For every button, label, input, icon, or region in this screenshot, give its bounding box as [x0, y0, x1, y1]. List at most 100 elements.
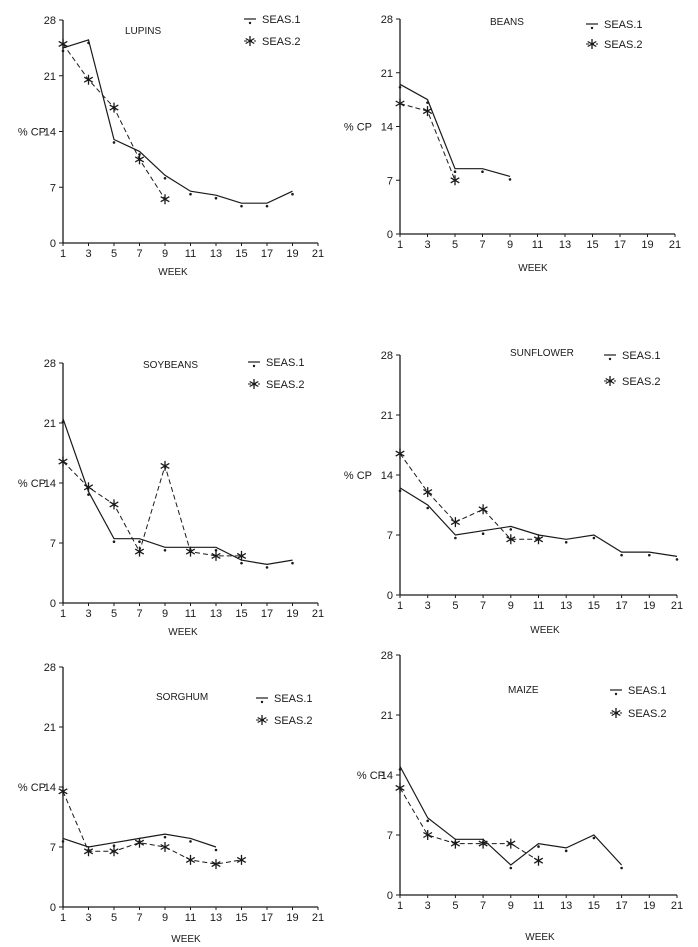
data-point-seas2: [58, 456, 68, 467]
data-point-seas2: [211, 859, 221, 870]
x-tick-label: 13: [559, 239, 571, 251]
x-tick-label: 15: [588, 600, 600, 612]
data-point-seas1: [592, 536, 596, 540]
data-point-seas2: [185, 546, 196, 557]
y-tick-label: 0: [50, 902, 56, 914]
x-tick-label: 7: [136, 912, 142, 924]
x-axis-label: WEEK: [168, 627, 198, 638]
x-tick-label: 3: [85, 912, 91, 924]
data-point-seas1: [648, 553, 651, 557]
x-tick-label: 15: [586, 239, 598, 251]
x-tick-label: 3: [424, 239, 430, 251]
x-tick-label: 9: [162, 608, 168, 620]
data-point-seas1: [87, 493, 90, 496]
x-tick-label: 1: [60, 248, 66, 260]
data-point-seas2: [478, 838, 488, 849]
series-line-seas1: [399, 83, 511, 177]
chart-title: MAIZE: [508, 685, 539, 696]
legend-marker-seas1: [608, 357, 612, 361]
legend-marker-seas2: [605, 376, 615, 386]
x-tick-label: 5: [111, 248, 117, 260]
y-tick-label: 28: [381, 350, 393, 362]
legend-marker-seas1: [260, 700, 264, 704]
y-tick-label: 14: [44, 478, 56, 490]
x-tick-label: 5: [452, 600, 458, 612]
legend-label: SEAS.1: [274, 693, 313, 705]
data-point-seas2: [109, 102, 119, 113]
data-point-seas1: [240, 204, 243, 208]
data-point-seas2: [134, 154, 145, 165]
data-point-seas1: [61, 49, 65, 53]
y-tick-label: 21: [44, 418, 56, 430]
chart-title: SORGHUM: [156, 692, 208, 703]
data-point-seas1: [265, 204, 269, 208]
legend-label: SEAS.1: [622, 350, 661, 362]
data-point-seas2: [450, 838, 461, 849]
x-tick-label: 21: [669, 239, 681, 251]
data-point-seas2: [533, 855, 544, 866]
x-tick-label: 11: [185, 248, 196, 260]
legend-marker-seas2: [245, 36, 255, 46]
data-point-seas1: [214, 196, 218, 200]
legend-label: SEAS.2: [262, 36, 301, 48]
y-tick-label: 21: [381, 710, 393, 722]
legend-label: SEAS.2: [274, 715, 313, 727]
y-axis-label: % CP: [357, 770, 385, 782]
y-tick-label: 7: [387, 175, 393, 187]
data-point-seas2: [211, 550, 221, 561]
data-point-seas1: [138, 540, 141, 544]
legend-marker-seas2: [587, 39, 597, 49]
x-tick-label: 3: [425, 600, 431, 612]
data-point-seas1: [189, 840, 192, 843]
legend-marker-seas1: [614, 692, 618, 696]
y-tick-label: 0: [387, 890, 393, 902]
legend-marker-seas2: [257, 715, 267, 725]
y-tick-label: 21: [44, 71, 56, 83]
data-point-seas2: [395, 448, 405, 459]
data-point-seas1: [481, 170, 484, 174]
data-point-seas2: [83, 74, 94, 85]
x-tick-label: 9: [162, 248, 168, 260]
x-tick-label: 1: [60, 912, 66, 924]
data-point-seas1: [592, 836, 596, 840]
data-point-seas1: [675, 558, 679, 561]
data-point-seas1: [620, 553, 623, 557]
x-tick-label: 1: [397, 900, 403, 912]
x-tick-label: 7: [136, 248, 142, 260]
x-tick-label: 21: [671, 600, 683, 612]
data-point-seas1: [265, 566, 269, 569]
y-tick-label: 0: [50, 598, 56, 610]
data-point-seas1: [454, 536, 457, 540]
data-point-seas2: [58, 786, 68, 797]
data-point-seas1: [240, 561, 243, 565]
x-axis-label: WEEK: [171, 934, 201, 945]
x-tick-label: 1: [397, 239, 403, 251]
series-line-seas2: [62, 461, 242, 557]
data-point-seas1: [163, 177, 167, 180]
x-tick-label: 9: [508, 600, 514, 612]
data-point-seas2: [423, 830, 433, 840]
x-tick-label: 13: [210, 248, 222, 260]
x-tick-label: 3: [425, 900, 431, 912]
data-point-seas1: [481, 532, 485, 536]
x-tick-label: 17: [615, 900, 627, 912]
x-tick-label: 17: [261, 608, 273, 620]
legend-label: SEAS.2: [622, 376, 661, 388]
data-point-seas2: [533, 534, 544, 545]
y-tick-label: 21: [381, 68, 393, 80]
x-axis-label: WEEK: [518, 263, 548, 274]
x-tick-label: 1: [60, 608, 66, 620]
x-tick-label: 13: [210, 912, 222, 924]
data-point-seas2: [109, 499, 119, 510]
x-tick-label: 17: [261, 248, 273, 260]
data-point-seas2: [422, 106, 433, 117]
x-tick-label: 13: [210, 608, 222, 620]
data-point-seas1: [620, 866, 623, 870]
legend-label: SEAS.1: [266, 357, 305, 369]
y-tick-label: 0: [50, 238, 56, 250]
x-tick-label: 5: [452, 900, 458, 912]
x-tick-label: 7: [480, 600, 486, 612]
x-tick-label: 19: [641, 239, 653, 251]
data-point-seas2: [506, 838, 516, 849]
